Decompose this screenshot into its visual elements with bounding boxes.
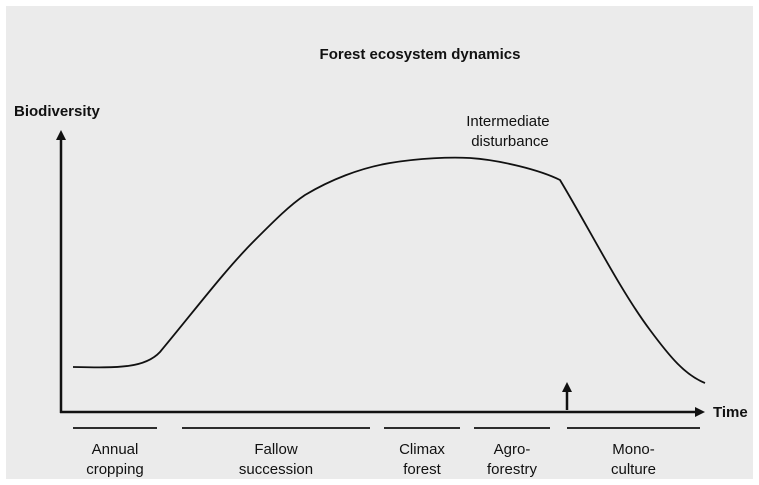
phase-label: Annual cropping [86,441,144,478]
phase-label: Fallow succession [239,441,313,478]
phases: Annual cropping Fallow succession Climax fore… [73,427,700,478]
panel [6,6,753,479]
annotation-line: disturbance [471,133,549,150]
phase-label: Agro-forestry [487,441,538,478]
annotation-line: Intermediate [466,113,549,130]
phase-label-line: culture [611,461,656,478]
phase-label-line: Annual [92,441,139,458]
phase-label-line: succession [239,461,313,478]
phase-label-line: forest [403,461,441,478]
y-axis-label: Biodiversity [14,103,101,120]
annotation: Intermediate disturbance [466,113,554,150]
phase-label-line: forestry [487,461,538,478]
phase-label-line: Fallow [254,441,298,458]
phase-label-line: Mono- [612,441,655,458]
title: Forest ecosystem dynamics [320,46,521,63]
phase-label-line: cropping [86,461,144,478]
phase-label: Mono-culture [611,441,656,478]
phase-label-line: Agro- [494,441,531,458]
biodiversity-curve [72,156,706,384]
x-axis-label: Time [713,404,748,421]
phase-label-line: Climax [399,441,445,458]
phase-label: Climax forest [399,441,445,478]
